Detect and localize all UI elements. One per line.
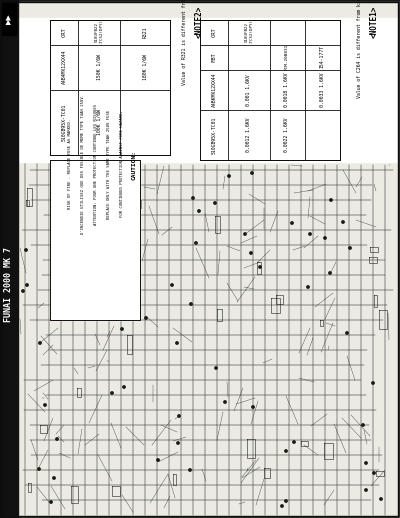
Circle shape [365,489,367,491]
Circle shape [60,297,62,299]
Text: A4B4MX12XX44: A4B4MX12XX44 [62,50,66,84]
Circle shape [145,317,147,319]
Circle shape [252,406,254,408]
Polygon shape [50,20,170,155]
Circle shape [157,459,159,461]
Text: 510UFB22
-TC52(DPY): 510UFB22 -TC52(DPY) [95,20,103,45]
Circle shape [309,233,311,235]
Polygon shape [2,3,16,35]
Circle shape [380,498,382,500]
Text: ▶▶: ▶▶ [6,13,12,24]
Circle shape [60,297,62,299]
Text: <NOTE2>: <NOTE2> [195,6,204,38]
Text: 510GB95X-TC01: 510GB95X-TC01 [212,117,216,154]
Circle shape [50,501,52,503]
Polygon shape [200,20,340,160]
Circle shape [53,477,55,479]
Circle shape [329,272,331,274]
Circle shape [22,290,24,292]
Text: 154-177T: 154-177T [320,46,324,68]
Circle shape [372,382,374,384]
Text: A4BKMX12XX44: A4BKMX12XX44 [212,73,216,107]
Circle shape [111,392,113,394]
Circle shape [324,237,326,239]
Circle shape [25,249,27,251]
Text: 510UFB22
-TC52(DPY): 510UFB22 -TC52(DPY) [245,20,253,45]
Circle shape [224,401,226,403]
Circle shape [135,290,137,292]
Circle shape [293,441,295,443]
Text: Value of C264 is different from kinds of CRT and FBT.: Value of C264 is different from kinds of… [357,0,362,98]
Circle shape [373,472,375,474]
Circle shape [346,332,348,334]
Circle shape [120,254,122,256]
Circle shape [91,268,93,270]
Circle shape [281,505,283,507]
Circle shape [250,252,252,254]
Text: 0.0022 1.6KV: 0.0022 1.6KV [284,118,290,152]
Circle shape [244,233,246,235]
Text: 0.001 1.6KV: 0.001 1.6KV [246,74,252,106]
Text: CRT: CRT [62,27,66,37]
Circle shape [26,284,28,286]
Text: FBT: FBT [212,52,216,62]
Circle shape [215,367,217,369]
Circle shape [178,415,180,417]
Circle shape [228,175,230,177]
Text: 100K 1/6W: 100K 1/6W [96,109,102,135]
Text: Value of R321 is different from kind of CRT.: Value of R321 is different from kind of … [182,0,187,85]
Circle shape [192,197,194,199]
Text: 180K 1/6W: 180K 1/6W [142,54,148,80]
Text: ATTENTION: POUR UNE PROTECTION CONTINUE LES RISQUES: ATTENTION: POUR UNE PROTECTION CONTINUE … [94,104,98,225]
Text: D'INCENDIE UTILISEZ QUE DES FUSIBLE DE MEME TYPE T4AH 250V.: D'INCENDIE UTILISEZ QUE DES FUSIBLE DE M… [81,94,85,234]
Circle shape [291,222,293,224]
Circle shape [56,438,58,440]
Circle shape [342,221,344,223]
Circle shape [349,247,351,249]
Circle shape [285,500,287,502]
Circle shape [251,172,253,174]
Circle shape [330,199,332,201]
Text: CRT: CRT [212,27,216,37]
Text: 510GB95X-TC01: 510GB95X-TC01 [62,103,66,141]
Circle shape [171,284,173,286]
Circle shape [44,404,46,406]
Text: 0.0033 1.6KV: 0.0033 1.6KV [320,73,324,107]
Text: REPLACE ONLY WITH THE SAME TYPE T4AH 250V FUSE: REPLACE ONLY WITH THE SAME TYPE T4AH 250… [107,109,111,219]
Text: RISK OF FIRE - REPLACE FUSE AS MARKED.: RISK OF FIRE - REPLACE FUSE AS MARKED. [68,119,72,209]
Circle shape [52,187,54,189]
Circle shape [85,200,87,202]
Circle shape [108,260,110,262]
Circle shape [198,210,200,212]
Circle shape [285,450,287,452]
Circle shape [177,442,179,444]
Circle shape [195,242,197,244]
Text: FUNAI 2000 MK 7: FUNAI 2000 MK 7 [4,248,14,322]
Text: 0.0018 1.6KV: 0.0018 1.6KV [284,73,290,107]
Circle shape [189,469,191,471]
Circle shape [121,328,123,330]
Circle shape [259,266,261,268]
Circle shape [39,342,41,344]
Circle shape [38,468,40,470]
Polygon shape [0,0,18,518]
Circle shape [190,303,192,305]
Text: 0.0012 1.6KV: 0.0012 1.6KV [246,118,252,152]
Circle shape [214,202,216,204]
Circle shape [307,286,309,288]
Circle shape [79,202,81,204]
Text: FCM-20B831: FCM-20B831 [285,44,289,70]
Text: FOR CONTINUED PROTECTION AGAINST FIRE HAZARD,: FOR CONTINUED PROTECTION AGAINST FIRE HA… [120,110,124,218]
Text: 150K 1/6W: 150K 1/6W [96,54,102,80]
Circle shape [362,424,364,426]
Circle shape [176,342,178,344]
Circle shape [123,386,125,388]
Text: CAUTION:: CAUTION: [132,150,137,180]
Polygon shape [50,160,140,320]
Text: <NOTE1>: <NOTE1> [370,6,379,38]
Text: R321: R321 [142,26,148,38]
Circle shape [365,462,367,464]
Polygon shape [18,18,398,162]
